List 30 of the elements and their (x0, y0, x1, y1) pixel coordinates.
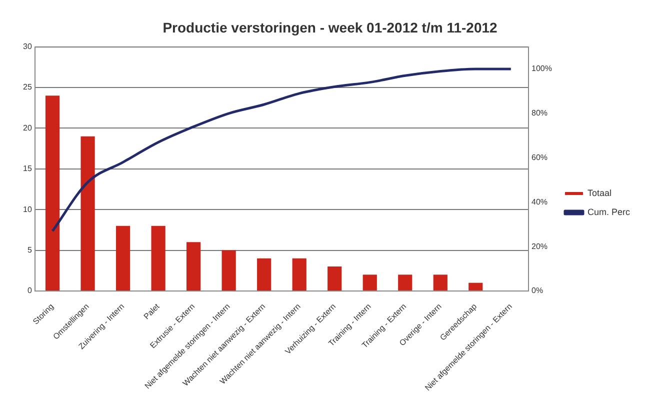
bar (80, 136, 95, 290)
bar (362, 274, 377, 290)
y2-tick-label: 60% (532, 152, 548, 162)
bar (116, 226, 130, 290)
y2-tick-label: 100% (532, 64, 552, 74)
legend-label: Totaal (587, 188, 612, 198)
bar (45, 96, 60, 290)
y-tick-label: 25 (22, 82, 32, 92)
y-tick-label: 30 (22, 42, 32, 52)
y2-tick-label: 40% (532, 197, 548, 206)
legend-label: Cum. Perc (587, 206, 630, 217)
bar (151, 226, 166, 290)
bar (433, 274, 448, 290)
bar (468, 282, 483, 290)
bar (186, 242, 201, 290)
y2-tick-label: 20% (532, 242, 548, 251)
y2-tick-label: 0% (532, 286, 544, 296)
chart-title: Productie verstoringen - week 01-2012 t/m 11-2012 (162, 19, 498, 36)
y2-tick-label: 80% (532, 108, 548, 118)
y-tick-label: 15 (22, 164, 32, 174)
y-tick-label: 0 (27, 286, 32, 296)
bar (257, 258, 272, 290)
bar (328, 266, 342, 290)
y-tick-label: 5 (27, 245, 32, 254)
bar (292, 258, 306, 290)
line-series (51, 68, 512, 232)
y-tick-label: 10 (22, 204, 32, 214)
y-tick-label: 20 (22, 123, 32, 132)
bar (398, 274, 412, 290)
bar (222, 250, 236, 290)
